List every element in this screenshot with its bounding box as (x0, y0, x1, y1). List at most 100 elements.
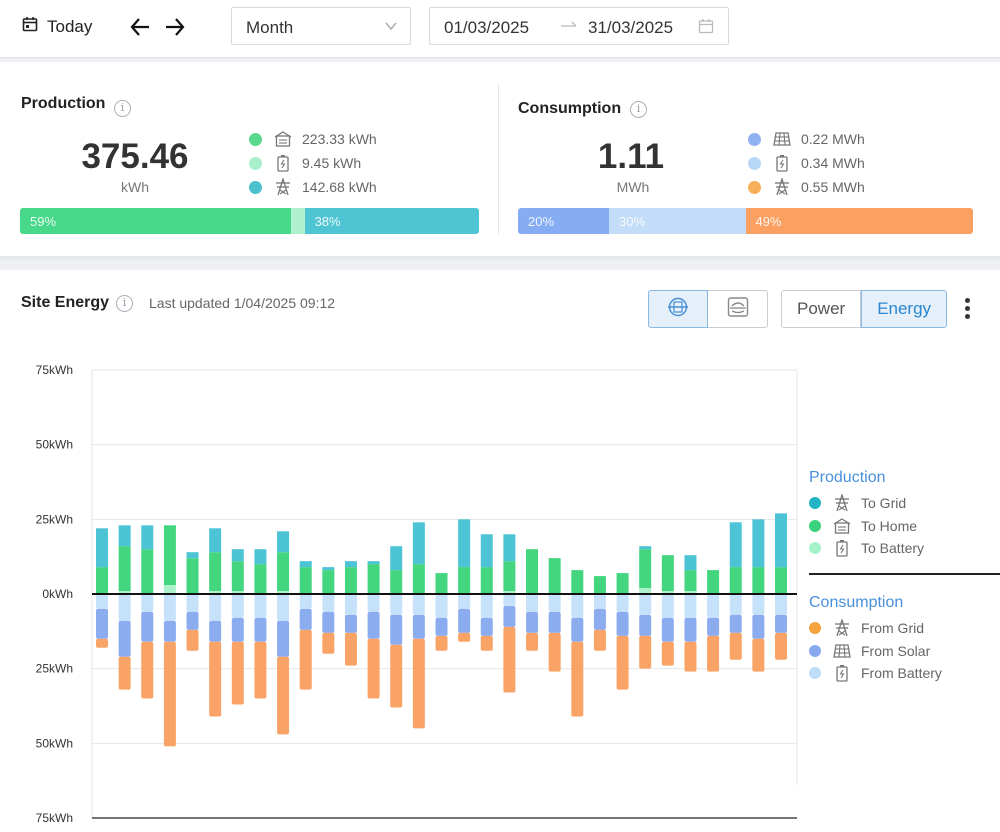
bar-segment-from-solar (593, 608, 606, 630)
bar-segment-from-battery (503, 594, 516, 606)
period-select[interactable]: Month (231, 7, 411, 45)
bar-segment-to-home (390, 570, 403, 594)
bar-segment-to-battery (639, 588, 652, 594)
legend-to-battery[interactable]: To Battery (809, 539, 924, 557)
bar-segment-from-battery (639, 594, 652, 615)
energy-button[interactable]: Energy (861, 290, 948, 328)
bar-segment-to-grid (367, 561, 380, 565)
chevron-down-icon (384, 19, 398, 38)
bar-segment-from-solar (729, 614, 742, 633)
bar-segment-from-battery (322, 594, 335, 612)
legend-to-grid[interactable]: To Grid (809, 494, 906, 512)
bar-segment-to-home (661, 555, 674, 592)
bar-segment-from-grid (367, 638, 380, 699)
bar-segment-to-home (277, 552, 290, 592)
bar-segment-to-home (412, 564, 425, 594)
bar-segment-to-grid (752, 519, 765, 568)
production-bar-segment: 38% (304, 208, 479, 234)
legend-dot (809, 622, 821, 634)
date-range-picker[interactable]: 01/03/2025 31/03/2025 (429, 7, 729, 45)
bar-segment-to-home (752, 567, 765, 594)
bar-segment-from-solar (435, 617, 448, 636)
bar-segment-to-grid (118, 525, 131, 547)
bar-segment-from-grid (390, 644, 403, 708)
bar-segment-from-grid (729, 632, 742, 660)
bar-segment-from-grid (616, 635, 629, 690)
consumption-share-bar: 20% 30% 49% (518, 208, 973, 234)
next-arrow-icon[interactable] (160, 12, 190, 42)
previous-arrow-icon[interactable] (125, 12, 155, 42)
bar-segment-from-solar (344, 614, 357, 633)
section-divider (498, 84, 499, 234)
bar-segment-to-home (503, 561, 516, 592)
bar-segment-from-grid (186, 629, 199, 651)
bar-segment-from-battery (412, 594, 425, 615)
bar-segment-to-home (729, 567, 742, 594)
grid-tower-icon (274, 178, 292, 196)
bar-segment-to-grid (729, 522, 742, 568)
bar-segment-to-grid (480, 534, 493, 568)
power-button[interactable]: Power (781, 290, 862, 328)
bar-segment-from-grid (707, 635, 720, 672)
bar-segment-from-grid (231, 641, 244, 705)
bar-segment-from-battery (661, 594, 674, 618)
bar-segment-from-solar (96, 608, 108, 639)
bar-segment-to-home (526, 549, 539, 594)
bar-segment-from-grid (480, 635, 493, 651)
bar-segment-from-grid (163, 641, 176, 747)
period-select-value: Month (246, 18, 294, 37)
legend-dot (809, 645, 821, 657)
bar-segment-to-grid (299, 561, 312, 568)
bar-segment-from-battery (118, 594, 131, 621)
bar-segment-to-home (163, 525, 176, 586)
home-icon (274, 130, 292, 148)
bar-segment-from-battery (390, 594, 403, 615)
bar-segment-from-grid (322, 632, 335, 654)
date-from[interactable]: 01/03/2025 (444, 18, 530, 37)
stacked-view-button[interactable] (708, 290, 768, 328)
bar-segment-from-battery (458, 594, 471, 609)
bar-segment-from-solar (707, 617, 720, 636)
bar-segment-from-solar (163, 620, 176, 642)
bar-segment-from-solar (141, 611, 154, 642)
today-button[interactable]: Today (22, 16, 92, 37)
bar-segment-to-home (254, 564, 267, 594)
bar-segment-from-solar (639, 614, 652, 636)
date-to[interactable]: 31/03/2025 (588, 18, 674, 37)
bar-segment-to-home (141, 549, 154, 594)
bar-segment-from-battery (707, 594, 720, 618)
bar-segment-from-grid (435, 635, 448, 651)
legend-dot (748, 132, 761, 146)
bar-segment-from-solar (299, 608, 312, 630)
bar-segment-to-home (186, 558, 199, 594)
bar-segment-from-solar (412, 614, 425, 639)
legend-to-home[interactable]: To Home (809, 517, 917, 535)
production-to-home-row: 223.33 kWh (249, 129, 377, 149)
summary-panel: Production i 375.46 kWh 223.33 kWh 9.45 … (0, 62, 1000, 262)
info-icon[interactable]: i (630, 101, 647, 118)
solar-panel-icon (833, 642, 851, 660)
bar-segment-from-grid (96, 638, 108, 648)
bar-segment-to-home (299, 567, 312, 594)
legend-from-solar[interactable]: From Solar (809, 642, 930, 660)
y-tick-label: 75kWh (36, 363, 73, 377)
legend-from-battery[interactable]: From Battery (809, 664, 942, 682)
bar-segment-from-grid (141, 641, 154, 699)
bar-segment-from-solar (322, 611, 335, 633)
info-icon[interactable]: i (114, 100, 131, 117)
bar-segment-from-grid (412, 638, 425, 729)
info-icon[interactable]: i (116, 295, 133, 312)
bar-segment-to-home (571, 570, 584, 594)
legend-production-title: Production (809, 469, 886, 486)
legend-dot (809, 542, 821, 554)
bar-segment-from-grid (661, 641, 674, 666)
range-arrow-icon (560, 16, 578, 39)
split-view-button[interactable] (648, 290, 708, 328)
legend-dot (809, 520, 821, 532)
bar-segment-from-solar (209, 620, 222, 642)
bar-segment-to-grid (322, 567, 335, 571)
legend-from-grid[interactable]: From Grid (809, 619, 924, 637)
site-energy-chart: 75kWh 50kWh 25kWh 0kWh 25kWh 50kWh 75kWh (36, 363, 798, 825)
more-options-icon[interactable] (959, 298, 975, 320)
bar-segment-from-battery (729, 594, 742, 615)
